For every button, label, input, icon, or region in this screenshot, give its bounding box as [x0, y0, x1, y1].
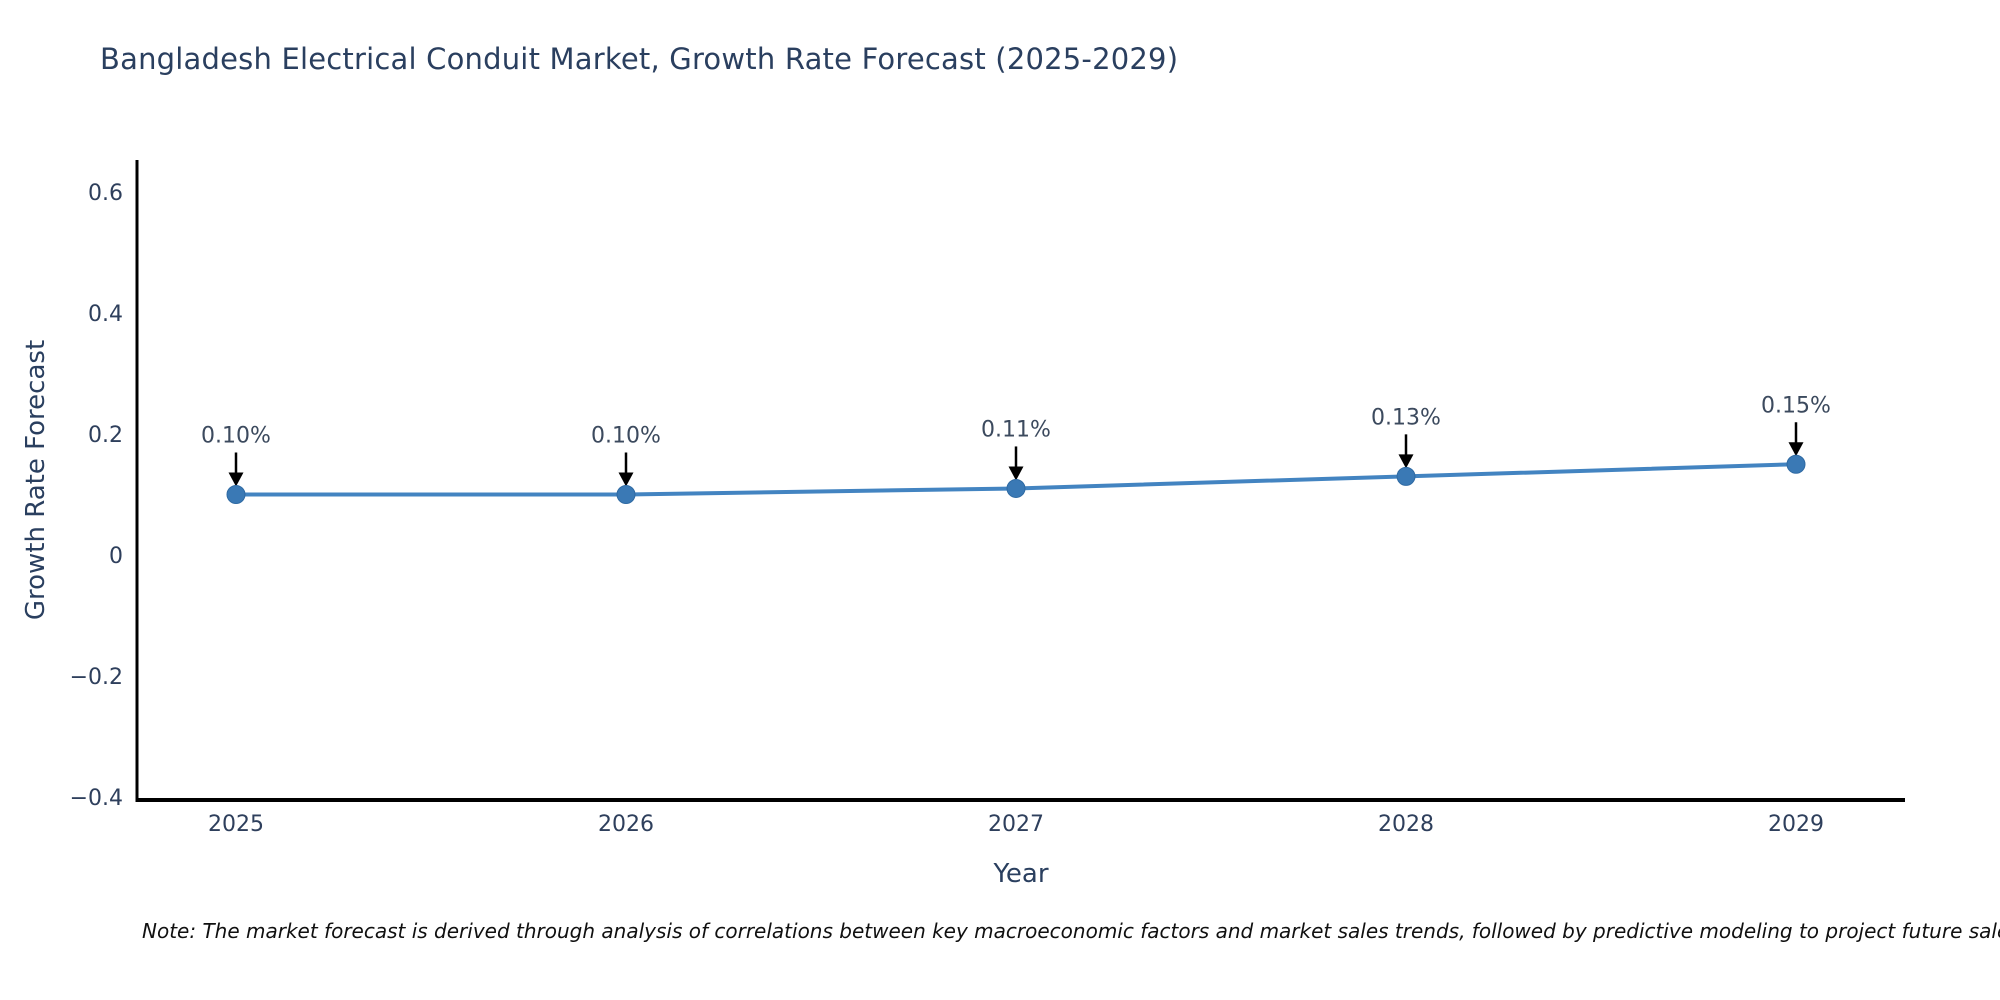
- data-point-label: 0.15%: [1761, 393, 1831, 418]
- chart-title: Bangladesh Electrical Conduit Market, Gr…: [100, 42, 1179, 76]
- y-axis-title: Growth Rate Forecast: [21, 340, 51, 620]
- data-point[interactable]: [226, 485, 246, 504]
- data-point-label: 0.10%: [201, 424, 271, 449]
- y-tick-label: 0.6: [88, 181, 123, 206]
- x-tick-label: 2028: [1378, 812, 1434, 837]
- annotation-arrow-head: [618, 472, 634, 487]
- data-point[interactable]: [616, 485, 636, 504]
- x-tick-label: 2026: [598, 812, 654, 837]
- x-tick-label: 2027: [988, 812, 1044, 837]
- footnote: Note: The market forecast is derived thr…: [142, 919, 2000, 943]
- data-point[interactable]: [1396, 466, 1416, 486]
- annotation-arrow-head: [1008, 466, 1024, 481]
- annotation-arrow-head: [228, 472, 244, 487]
- x-tick-label: 2029: [1768, 812, 1824, 837]
- y-tick-label: 0: [109, 544, 123, 569]
- x-tick-label: 2025: [208, 812, 264, 837]
- data-point-label: 0.11%: [981, 417, 1051, 442]
- data-point-label: 0.13%: [1371, 405, 1441, 430]
- data-point[interactable]: [1786, 454, 1806, 474]
- data-point[interactable]: [1006, 478, 1026, 498]
- y-tick-label: 0.4: [88, 302, 123, 327]
- annotation-arrow-head: [1788, 442, 1804, 457]
- data-point-label: 0.10%: [591, 424, 661, 449]
- y-tick-label: 0.2: [88, 423, 123, 448]
- y-tick-label: −0.4: [70, 786, 123, 811]
- x-axis-title: Year: [992, 859, 1048, 889]
- y-tick-label: −0.2: [70, 665, 123, 690]
- annotation-arrow-head: [1398, 454, 1414, 469]
